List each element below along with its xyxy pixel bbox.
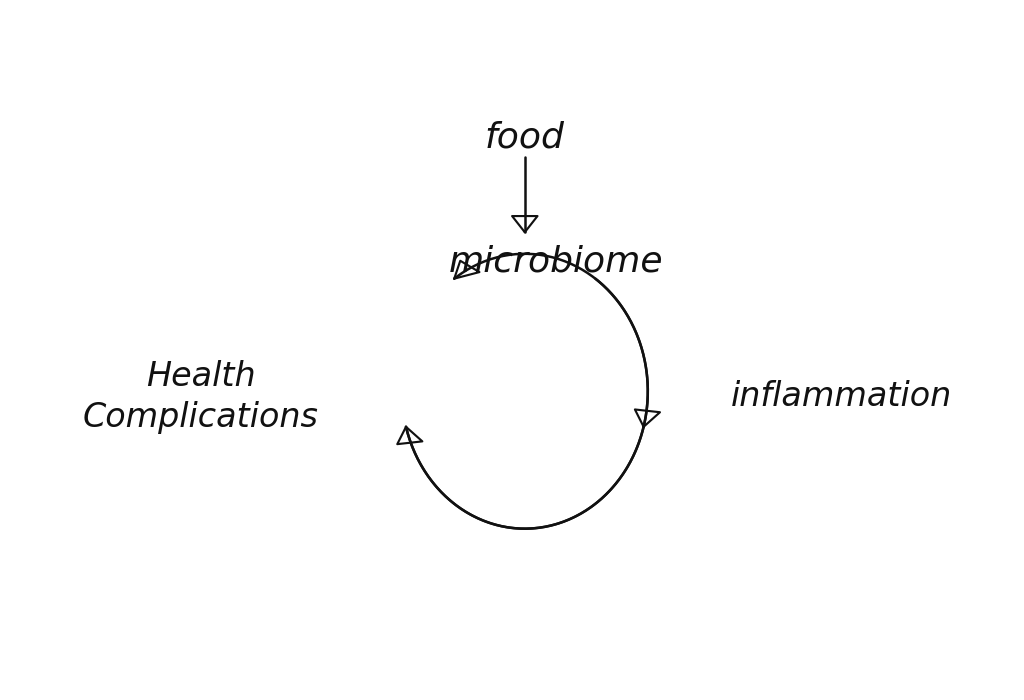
Text: inflammation: inflammation — [731, 380, 952, 413]
Text: microbiome: microbiome — [450, 245, 664, 279]
Text: Health
Complications: Health Complications — [83, 360, 318, 433]
Text: food: food — [484, 121, 565, 155]
